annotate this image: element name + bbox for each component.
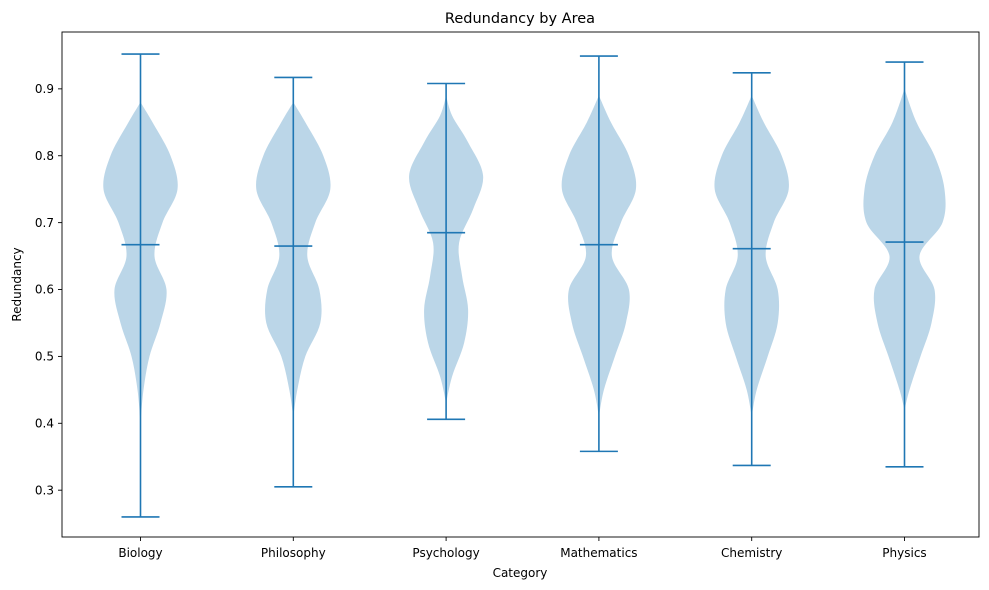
violin-psychology xyxy=(409,82,484,421)
violin-mathematics xyxy=(561,55,637,453)
y-tick-label: 0.3 xyxy=(35,483,54,497)
x-tick-label: Philosophy xyxy=(261,546,326,560)
plot-area xyxy=(103,53,946,518)
violin-chemistry xyxy=(714,72,789,467)
x-tick-label: Biology xyxy=(118,546,162,560)
chart-title: Redundancy by Area xyxy=(445,11,595,27)
x-tick-label: Physics xyxy=(882,546,926,560)
violin-biology xyxy=(103,53,178,518)
violin-philosophy xyxy=(256,76,331,488)
x-tick-label: Mathematics xyxy=(560,546,637,560)
y-tick-label: 0.6 xyxy=(35,283,54,297)
y-tick-label: 0.5 xyxy=(35,350,54,364)
x-axis-title: Category xyxy=(493,566,548,580)
y-tick-label: 0.8 xyxy=(35,149,54,163)
y-axis: 0.3 0.4 0.5 0.6 0.7 0.8 0.9 xyxy=(35,82,62,497)
x-tick-label: Chemistry xyxy=(721,546,782,560)
y-tick-label: 0.9 xyxy=(35,82,54,96)
x-axis: Biology Philosophy Psychology Mathematics Ch… xyxy=(118,537,927,560)
violin-physics xyxy=(863,61,946,468)
axes-frame xyxy=(61,31,980,538)
x-tick-label: Psychology xyxy=(412,546,479,560)
y-axis-title: Redundancy xyxy=(10,247,24,321)
y-tick-label: 0.4 xyxy=(35,416,54,430)
y-tick-label: 0.7 xyxy=(35,216,54,230)
